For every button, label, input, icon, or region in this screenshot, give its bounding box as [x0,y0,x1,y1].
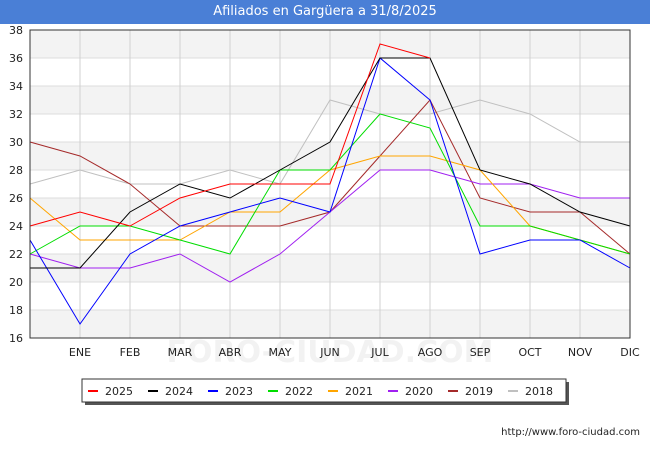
plot-border [29,29,631,339]
x-axis-ticks: ENE FEB MAR ABR MAY JUN JUL AGO SEP OCT NOV DIC [69,346,640,359]
legend-label: 2021 [345,385,373,398]
y-tick-label: 32 [9,108,23,121]
x-tick-label: JUL [370,346,389,359]
y-tick-label: 16 [9,332,23,345]
series-line-2024 [30,57,631,269]
y-axis-ticks: 16 18 20 22 24 26 28 30 32 34 36 38 [9,24,23,345]
x-tick-label: FEB [120,346,141,359]
y-tick-label: 38 [9,24,23,37]
x-tick-label: AGO [418,346,443,359]
x-tick-label: DIC [620,346,640,359]
x-tick-label: MAR [168,346,193,359]
series-line-2025 [29,43,431,227]
y-tick-label: 30 [9,136,23,149]
y-tick-label: 36 [9,52,23,65]
legend-label: 2025 [105,385,133,398]
x-tick-label: MAY [269,346,292,359]
x-tick-label: ABR [219,346,242,359]
x-tick-label: ENE [69,346,91,359]
legend-label: 2023 [225,385,253,398]
x-tick-label: SEP [470,346,491,359]
legend: 2025 2024 2023 2022 2021 2020 2019 2018 [81,378,569,405]
y-tick-label: 18 [9,304,23,317]
legend-label: 2020 [405,385,433,398]
x-tick-label: NOV [568,346,593,359]
y-tick-label: 20 [9,276,23,289]
legend-label: 2019 [465,385,493,398]
y-tick-label: 26 [9,192,23,205]
legend-label: 2022 [285,385,313,398]
series-lines [29,43,631,325]
x-tick-label: OCT [518,346,541,359]
y-tick-label: 22 [9,248,23,261]
y-tick-label: 24 [9,220,23,233]
x-tick-label: JUN [319,346,340,359]
y-tick-label: 34 [9,80,23,93]
y-tick-label: 28 [9,164,23,177]
watermark: FORO-CIUDAD.COM [167,335,494,370]
chart-title: Afiliados en Gargüera a 31/8/2025 [0,0,650,24]
legend-label: 2018 [525,385,553,398]
series-line-2023 [29,57,631,325]
legend-label: 2024 [165,385,193,398]
website-url: http://www.foro-ciudad.com [501,427,640,438]
legend-box [81,378,567,403]
